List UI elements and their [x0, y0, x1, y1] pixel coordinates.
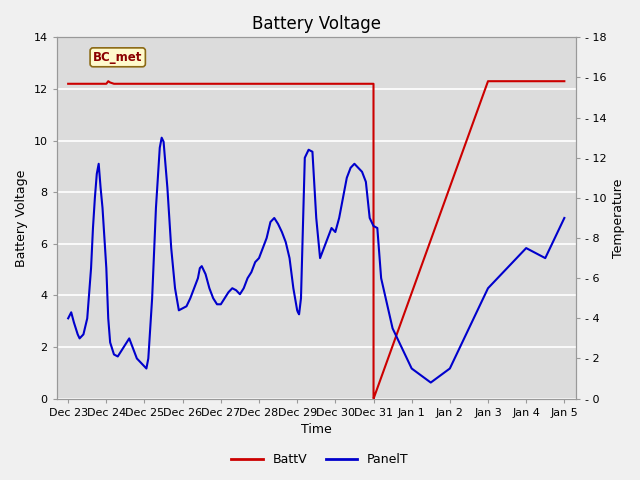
Legend: BattV, PanelT: BattV, PanelT	[227, 448, 413, 471]
Y-axis label: Battery Voltage: Battery Voltage	[15, 169, 28, 267]
Text: BC_met: BC_met	[93, 51, 143, 64]
Y-axis label: Temperature: Temperature	[612, 178, 625, 258]
Title: Battery Voltage: Battery Voltage	[252, 15, 381, 33]
X-axis label: Time: Time	[301, 423, 332, 436]
